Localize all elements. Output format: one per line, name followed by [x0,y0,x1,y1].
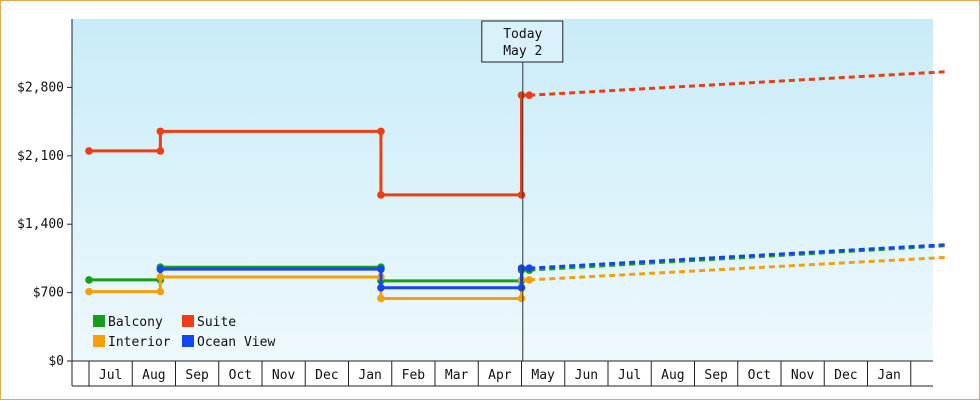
data-point [156,147,165,155]
month-label: Dec [834,368,857,383]
legend-swatch [93,315,105,327]
legend-label: Interior [108,335,171,350]
legend-swatch [182,315,194,327]
data-point [517,264,526,272]
month-label: Sep [704,368,728,383]
month-label: Jul [618,368,641,383]
data-point [377,294,385,303]
month-label: Dec [315,368,338,383]
data-point [517,283,526,292]
month-label: Aug [661,368,684,383]
data-point [156,265,165,273]
data-point [85,287,93,296]
legend-swatch [182,335,194,347]
month-label: Sep [185,368,209,383]
axes: $0 $700 $1,400 $2,100 $2,800 Jul Aug Sep Oct Nov D… [17,19,933,387]
month-label: May [531,368,555,383]
today-date: May 2 [503,44,542,59]
month-label: Apr [488,368,512,383]
data-point [517,91,526,100]
legend: Balcony Suite Interior Ocean View [93,315,275,350]
today-label: Today [503,27,542,42]
data-point [377,191,385,199]
y-tick-label: $2,800 [17,80,64,95]
data-point [517,191,526,199]
month-label: Jan [358,368,381,383]
data-point [377,283,385,292]
data-point [85,147,93,155]
data-point [525,264,534,272]
legend-swatch [93,335,105,347]
data-point [156,127,165,136]
y-tick-label: $700 [33,286,64,301]
data-point [377,265,385,273]
legend-label: Balcony [108,315,163,330]
data-point [85,276,93,284]
month-label: Feb [402,368,426,383]
data-point [517,294,526,303]
today-marker: Today May 2 [481,20,564,361]
legend-label: Suite [197,315,236,330]
data-point [377,127,385,136]
month-label: Jan [877,368,900,383]
month-label: Nov [272,368,296,383]
month-label: Oct [229,368,252,383]
month-label: Oct [748,368,771,383]
month-label: Mar [445,368,469,383]
y-tick-label: $2,100 [17,149,64,164]
month-label: Nov [791,368,815,383]
y-tick-label: $1,400 [17,217,64,232]
legend-label: Ocean View [197,335,275,350]
month-label: Jun [575,368,598,383]
today-box [481,20,564,63]
data-point [156,287,165,296]
month-label: Aug [142,368,165,383]
month-label: Jul [99,368,122,383]
data-point [156,273,165,281]
y-tick-label: $0 [48,354,64,369]
plot-area [72,19,933,361]
